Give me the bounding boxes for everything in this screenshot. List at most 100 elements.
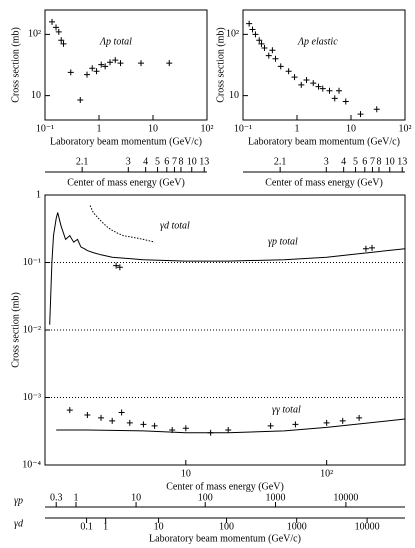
data-point [272, 55, 279, 62]
cm-axis-label: Center of mass energy (GeV) [265, 177, 383, 188]
x-axis-label: Center of mass energy (GeV) [166, 481, 284, 492]
cm-tick-label: 3 [126, 156, 131, 167]
cm-tick-label: 10 [385, 156, 395, 167]
data-point [207, 429, 214, 436]
lab-tick-label: 0.3 [50, 492, 63, 503]
y-axis-label: Cross section (mb) [215, 27, 226, 103]
cm-tick-label: 3 [324, 156, 329, 167]
data-point [310, 80, 317, 87]
x-tick-label: 10 [148, 123, 158, 134]
data-point [319, 85, 326, 92]
cm-tick-label: 4 [143, 156, 148, 167]
data-point [98, 61, 105, 68]
data-point [267, 422, 274, 429]
data-point [55, 28, 62, 35]
series-label: γγ total [272, 404, 301, 415]
data-point [369, 244, 376, 251]
lab-axis-label: Laboratory beam momentum (GeV/c) [149, 533, 301, 544]
cm-tick-label: 6 [164, 156, 169, 167]
y-axis-label: Cross section (mb) [10, 27, 21, 103]
lab-tick-label: 1000 [266, 492, 286, 503]
data-point [298, 81, 305, 88]
data-point [166, 60, 173, 67]
cm-tick-label: 8 [178, 156, 183, 167]
lab-tick-label: 10000 [333, 492, 358, 503]
data-point [98, 414, 105, 421]
lab-axis-name: γp [14, 495, 23, 506]
series-line [89, 205, 155, 243]
series-line [49, 212, 406, 325]
x-tick-label: 10⁻¹ [234, 123, 252, 134]
plot-frame [242, 9, 406, 121]
cm-tick-label: 2.1 [274, 156, 287, 167]
data-point [151, 422, 158, 429]
data-point [107, 59, 114, 66]
x-tick-label: 10 [181, 468, 191, 479]
data-point [326, 87, 333, 94]
data-point [102, 63, 109, 70]
data-point [303, 76, 310, 83]
data-point [66, 407, 73, 414]
lab-tick-label: 10000 [355, 521, 380, 532]
x-tick-label: 10² [201, 123, 214, 134]
x-tick-label: 1 [295, 123, 300, 134]
data-point [323, 419, 330, 426]
y-tick-label: 10⁻¹ [23, 257, 41, 268]
data-point [118, 409, 125, 416]
data-point [362, 245, 369, 252]
data-point [331, 95, 338, 102]
data-point [126, 419, 133, 426]
data-point [84, 412, 91, 419]
lab-tick-label: 10 [154, 521, 164, 532]
cm-tick-label: 5 [155, 156, 160, 167]
y-tick-label: 10⁻² [23, 324, 41, 335]
cm-tick-label: 7 [370, 156, 375, 167]
x-tick-label: 10 [346, 123, 356, 134]
data-point [117, 60, 124, 67]
data-point [109, 417, 116, 424]
data-point [169, 427, 176, 433]
data-point [261, 44, 268, 51]
cm-tick-label: 7 [172, 156, 177, 167]
data-point [336, 87, 343, 94]
y-tick-label: 10⁻⁴ [22, 459, 41, 470]
data-point [116, 264, 123, 271]
cm-tick-label: 13 [199, 156, 209, 167]
data-point [138, 60, 145, 67]
data-point [182, 425, 189, 432]
data-point [246, 20, 253, 27]
data-point [373, 106, 380, 113]
x-axis-label: Laboratory beam momentum (GeV/c) [248, 136, 400, 147]
data-point [277, 63, 284, 70]
cm-tick-label: 13 [397, 156, 407, 167]
data-point [53, 24, 60, 31]
chart-title: Λp total [99, 36, 132, 47]
x-tick-label: 1 [97, 123, 102, 134]
data-point [84, 71, 91, 78]
data-point [113, 262, 120, 269]
lab-axis-name: γd [14, 518, 24, 529]
cm-tick-label: 5 [353, 156, 358, 167]
data-point [249, 26, 256, 33]
data-point [67, 69, 74, 76]
data-point [356, 414, 363, 421]
lab-tick-label: 0.1 [80, 521, 93, 532]
x-axis-label: Laboratory beam momentum (GeV/c) [50, 136, 202, 147]
data-point [77, 96, 84, 103]
data-point [342, 98, 349, 105]
y-axis-label: Cross section (mb) [10, 292, 21, 368]
data-point [93, 68, 100, 75]
data-point [256, 37, 263, 44]
y-tick-label: 10 [229, 90, 239, 101]
data-point [225, 427, 232, 433]
data-point [285, 68, 292, 75]
lab-tick-label: 1 [103, 521, 108, 532]
data-point [265, 52, 272, 59]
data-point [49, 18, 56, 25]
series-label: γp total [268, 236, 298, 247]
lab-tick-label: 1 [74, 492, 79, 503]
data-point [140, 421, 147, 428]
data-point [315, 83, 322, 90]
cm-tick-label: 8 [376, 156, 381, 167]
data-point [58, 37, 65, 44]
